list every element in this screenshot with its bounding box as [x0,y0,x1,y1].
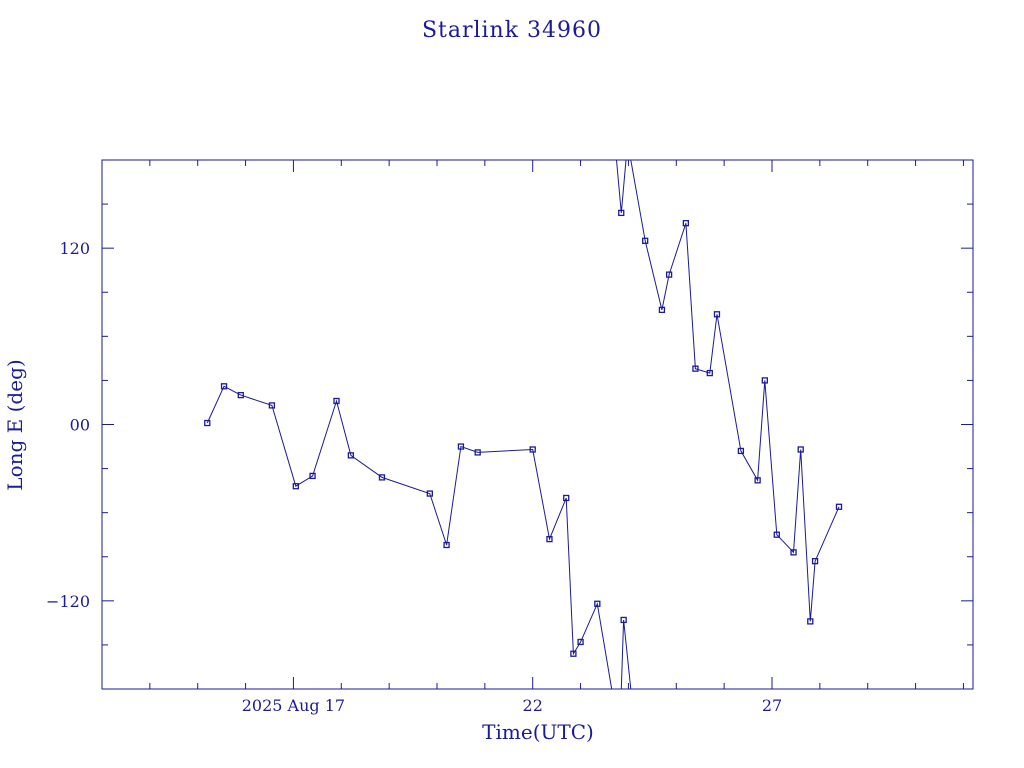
data-point [529,446,536,453]
x-axis-label: Time(UTC) [482,720,594,744]
data-point [713,311,721,318]
data-point [563,494,570,502]
data-point [594,600,601,607]
plot-frame [101,159,974,690]
data-point [426,490,433,497]
data-point [309,472,316,480]
data-point [692,365,699,372]
data-point [790,549,797,556]
data-point [204,419,211,427]
data-point [706,369,713,377]
data-point [658,306,666,314]
data-series [204,160,843,689]
data-point [292,483,299,490]
data-point [620,616,627,624]
data-point [807,618,814,625]
data-point [682,220,690,227]
y-tick-label: 120 [59,239,90,258]
data-point [797,446,804,453]
y-tick-labels: 120 00 −120 [46,239,90,611]
data-point [378,474,386,481]
data-point [546,535,553,543]
data-point [237,391,244,399]
tick-marks [102,160,973,689]
x-tick-label: 2025 Aug 17 [242,696,345,715]
data-point [333,397,340,405]
data-point [835,503,843,510]
data-point [761,377,768,384]
series-line [206,385,613,689]
data-point [773,531,780,538]
chart-title: Starlink 34960 [422,18,602,43]
y-axis-label: Long E (deg) [3,359,27,490]
data-point [443,541,450,549]
series-line [630,160,840,622]
x-tick-label: 27 [762,696,782,715]
x-tick-labels: 2025 Aug 17 22 27 [242,696,782,715]
data-point [642,237,649,244]
series-line [620,619,632,689]
x-tick-label: 22 [523,696,543,715]
data-point [665,271,673,278]
data-point [220,383,228,390]
data-point [618,209,625,217]
y-tick-label: −120 [46,592,90,611]
data-point [474,449,481,456]
data-point [268,402,276,409]
series-line [616,160,627,213]
data-point [811,558,819,565]
y-tick-label: 00 [70,416,90,435]
data-point [570,650,577,657]
data-point [754,477,761,484]
data-point [457,443,465,450]
data-point [347,452,355,459]
data-point [577,638,584,646]
data-point [737,447,745,455]
